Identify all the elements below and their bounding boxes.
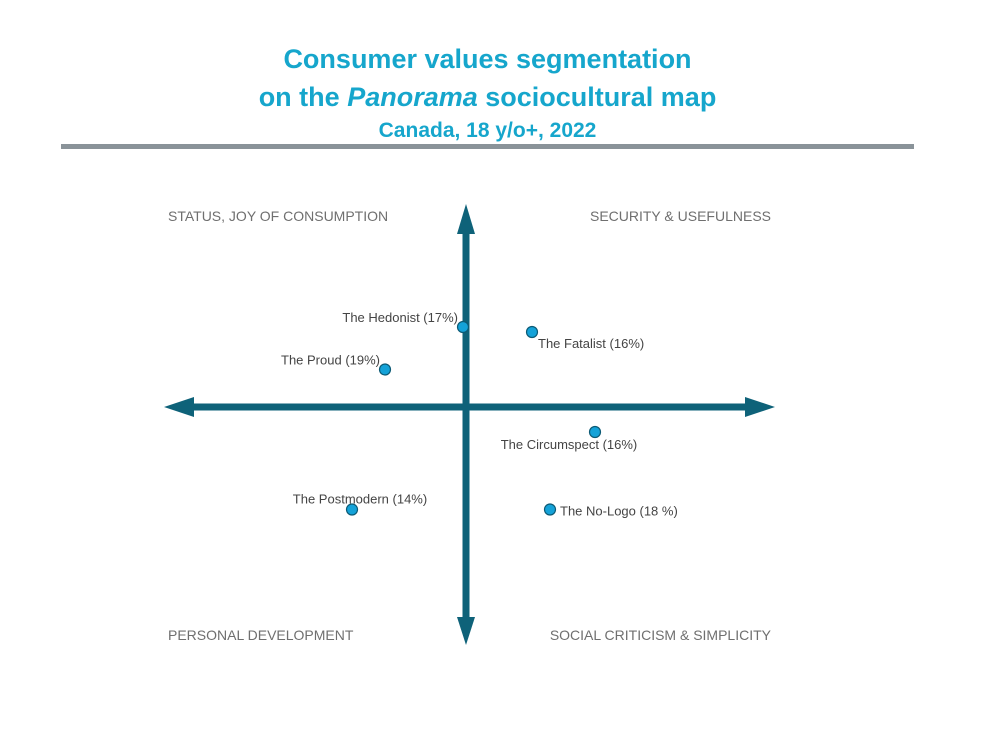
quadrant-label-bottom-left: PERSONAL DEVELOPMENT [168,627,354,643]
quadrant-labels: STATUS, JOY OF CONSUMPTION SECURITY & USE… [168,208,772,643]
label-the-proud: The Proud (19%) [281,353,380,368]
chart-title: Consumer values segmentation on the Pano… [0,40,975,146]
y-axis-arrow-bottom [457,617,475,645]
label-the-no-logo: The No-Logo (18 %) [560,504,678,519]
axes [164,204,775,645]
point-the-proud [378,363,392,376]
y-axis-arrow-top [457,204,475,234]
title-brand-italic: Panorama [347,82,478,112]
quadrant-label-top-right: SECURITY & USEFULNESS [590,208,771,224]
title-line-2-prefix: on the [258,82,348,112]
label-the-fatalist: The Fatalist (16%) [538,336,644,351]
segment-points: The Hedonist (17%) The Fatalist (16%) The … [281,310,678,519]
title-line-1: Consumer values segmentation [283,44,692,74]
quadrant-label-bottom-right: SOCIAL CRITICISM & SIMPLICITY [550,627,772,643]
point-the-no-logo [543,503,557,516]
point-the-postmodern [345,503,359,516]
point-the-hedonist [456,320,470,334]
x-axis-arrow-left [164,397,194,417]
title-divider [61,144,914,149]
label-the-hedonist: The Hedonist (17%) [342,310,458,325]
title-line-2-suffix: sociocultural map [477,82,717,112]
point-the-circumspect [588,425,602,439]
quadrant-label-top-left: STATUS, JOY OF CONSUMPTION [168,208,388,224]
title-line-2: on the Panorama sociocultural map [0,78,975,116]
x-axis-arrow-right [745,397,775,417]
chart-subtitle: Canada, 18 y/o+, 2022 [378,119,597,142]
point-the-fatalist [525,325,539,339]
label-the-postmodern: The Postmodern (14%) [293,492,427,507]
label-the-circumspect: The Circumspect (16%) [501,437,638,452]
